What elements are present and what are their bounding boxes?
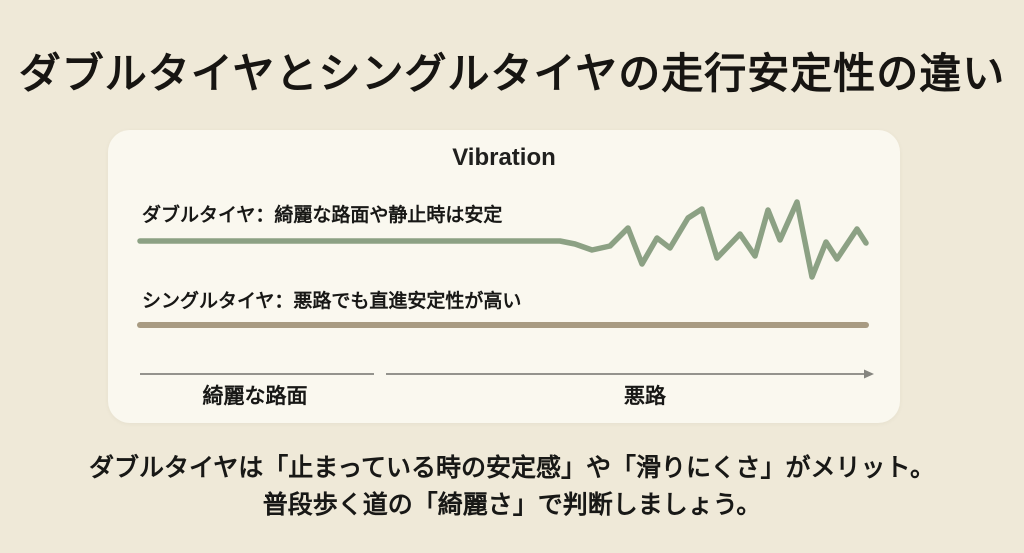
x-axis-label-rough-road: 悪路 <box>624 385 666 408</box>
right-arrowhead-icon <box>864 369 874 379</box>
footer-note: ダブルタイヤは「止まっている時の安定感」や「滑りにくさ」がメリット。 普段歩く道… <box>0 450 1024 524</box>
double-tire-vibration-line <box>137 199 869 280</box>
chart-lines <box>137 199 874 379</box>
vibration-chart-card: Vibration ダブルタイヤ：綺麗な路面や静止時は安定 シングルタイヤ：悪路… <box>108 130 900 423</box>
single-tire-series-label: シングルタイヤ：悪路でも直進安定性が高い <box>142 291 522 312</box>
footer-line-1: ダブルタイヤは「止まっている時の安定感」や「滑りにくさ」がメリット。 <box>88 454 935 482</box>
chart-title: Vibration <box>452 144 556 171</box>
footer-line-2: 普段歩く道の「綺麗さ」で判断しましょう。 <box>262 491 762 519</box>
page-title: ダブルタイヤとシングルタイヤの走行安定性の違い <box>18 52 1006 98</box>
x-axis-label-smooth-road: 綺麗な路面 <box>202 385 308 408</box>
double-tire-series-label: ダブルタイヤ：綺麗な路面や静止時は安定 <box>142 205 503 226</box>
